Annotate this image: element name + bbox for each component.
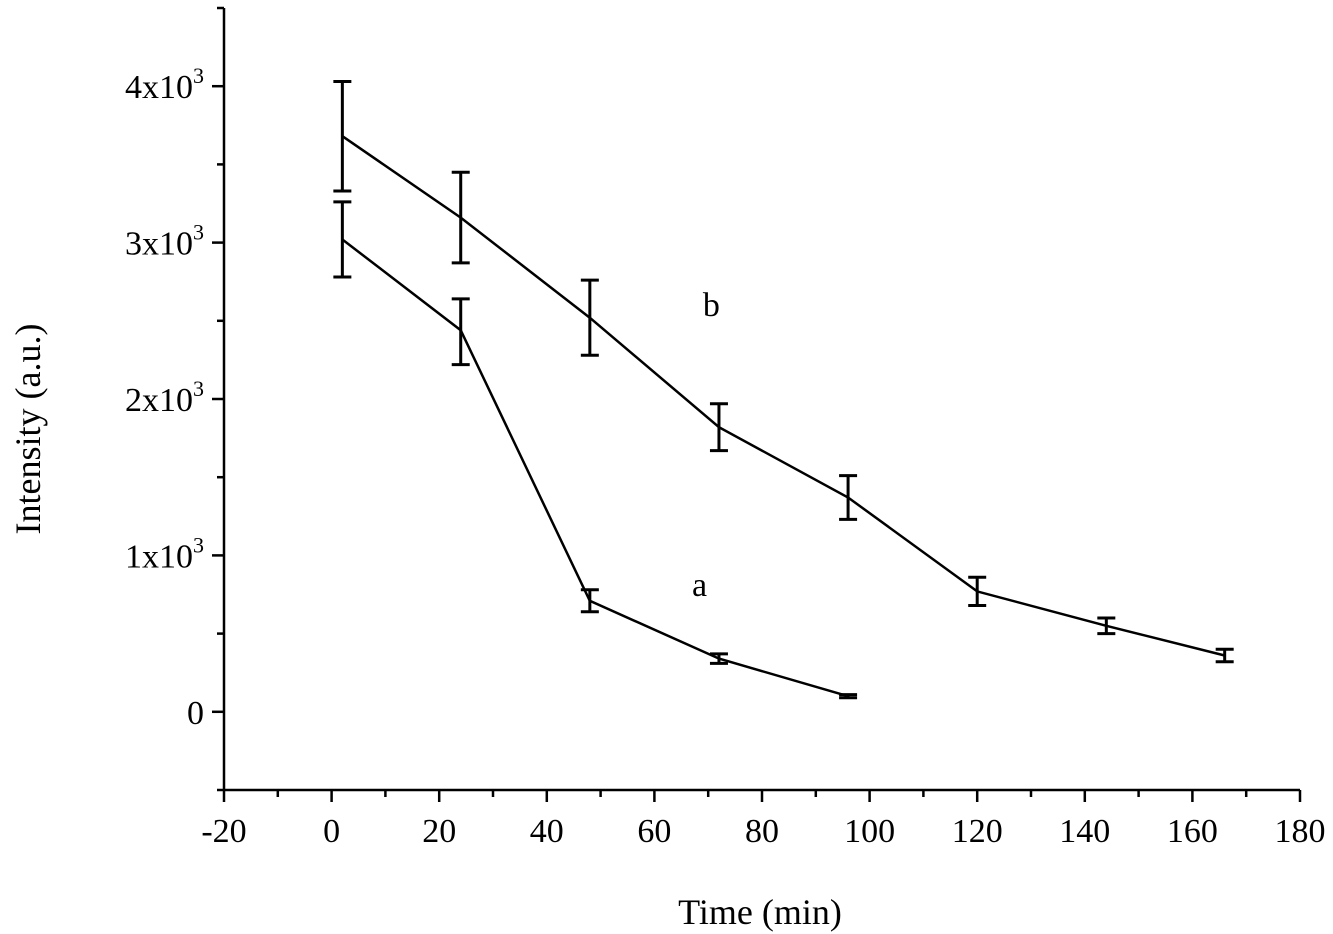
x-tick-label: 180 (1275, 813, 1326, 850)
y-tick-label-base: 1x10 (125, 538, 193, 575)
y-tick-label-exponent: 3 (193, 220, 204, 245)
series-label-b: b (703, 287, 720, 324)
series-line-b (341, 135, 1226, 657)
x-tick-label: 20 (422, 813, 456, 850)
x-tick-label: 160 (1167, 813, 1218, 850)
error-bar (580, 588, 599, 614)
error-bar (709, 402, 728, 453)
y-tick-label: 1x103 (125, 532, 204, 575)
y-tick-label-base: 3x10 (125, 226, 193, 263)
y-tick-label: 3x103 (125, 220, 204, 263)
y-axis-title: Intensity (a.u.) (8, 324, 48, 535)
x-tick-label: 80 (745, 813, 779, 850)
error-bar (1215, 647, 1234, 664)
y-tick-label-exponent: 3 (193, 376, 204, 401)
y-tick-label-exponent: 3 (193, 532, 204, 557)
y-tick-label-exponent: 3 (193, 63, 204, 88)
y-tick-label-base: 4x10 (125, 69, 193, 106)
x-tick-label: 120 (952, 813, 1003, 850)
x-tick-label: 0 (323, 813, 340, 850)
x-axis-title: Time (min) (678, 892, 842, 932)
error-bar (709, 652, 728, 665)
axes (222, 8, 1300, 792)
error-bar (1097, 616, 1116, 636)
y-tick-label: 2x103 (125, 376, 204, 419)
ticks: -20 0 20 40 60 80 100 120 140 160 18001x1032x1033x… (125, 6, 1326, 850)
error-bar (839, 474, 858, 521)
error-bar (451, 170, 470, 265)
y-tick-label: 0 (187, 695, 204, 732)
series-label-a: a (692, 567, 707, 604)
error-bar (451, 297, 470, 367)
error-bar (839, 693, 858, 700)
error-bar (333, 80, 352, 193)
x-tick-label: 100 (844, 813, 895, 850)
y-tick-label: 4x103 (125, 63, 204, 106)
series-group: ab (333, 80, 1234, 700)
y-tick-label-base: 2x10 (125, 382, 193, 419)
x-tick-label: 60 (637, 813, 671, 850)
series-line-a (341, 238, 849, 698)
series-a: a (333, 200, 858, 700)
error-bar (968, 575, 987, 607)
error-bar (580, 278, 599, 357)
series-b: b (333, 80, 1234, 664)
error-bar (333, 200, 352, 279)
x-tick-label: 140 (1059, 813, 1110, 850)
x-tick-label: -20 (201, 813, 246, 850)
y-tick-label-base: 0 (187, 695, 204, 732)
x-tick-label: 40 (530, 813, 564, 850)
